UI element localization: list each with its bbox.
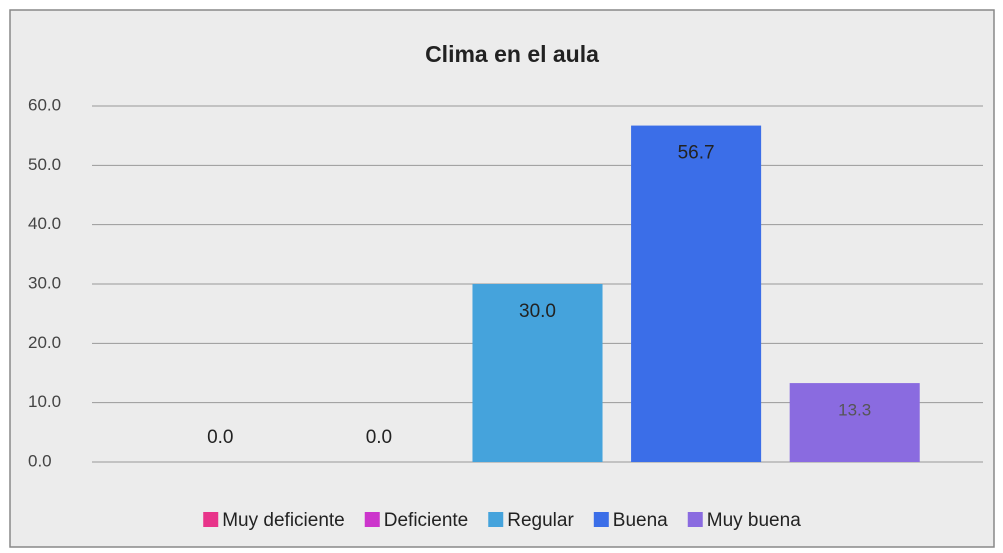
data-label: 13.3 (838, 401, 871, 420)
legend-label: Buena (613, 510, 668, 531)
legend-swatch (593, 512, 609, 527)
y-tick-label: 20.0 (28, 333, 61, 352)
legend-label: Muy buena (707, 510, 801, 531)
data-label: 0.0 (207, 427, 233, 448)
y-tick-label: 40.0 (28, 214, 61, 233)
legend-swatch (364, 512, 380, 527)
legend-swatch (488, 512, 504, 527)
chart-title: Clima en el aula (425, 41, 599, 67)
legend-swatch (687, 512, 703, 527)
data-label: 0.0 (366, 427, 392, 448)
y-tick-label: 0.0 (28, 451, 52, 470)
legend-label: Regular (507, 510, 574, 531)
bar (472, 284, 603, 462)
y-tick-label: 10.0 (28, 392, 61, 411)
legend-label: Deficiente (384, 510, 469, 531)
data-label: 30.0 (519, 301, 556, 322)
y-tick-label: 30.0 (28, 273, 61, 292)
bar (631, 125, 762, 462)
data-label: 56.7 (678, 143, 715, 164)
bar (789, 383, 920, 462)
y-tick-label: 60.0 (28, 95, 61, 114)
legend-label: Muy deficiente (222, 510, 345, 531)
chart-frame (9, 9, 995, 548)
legend-swatch (203, 512, 219, 527)
y-tick-label: 50.0 (28, 155, 61, 174)
